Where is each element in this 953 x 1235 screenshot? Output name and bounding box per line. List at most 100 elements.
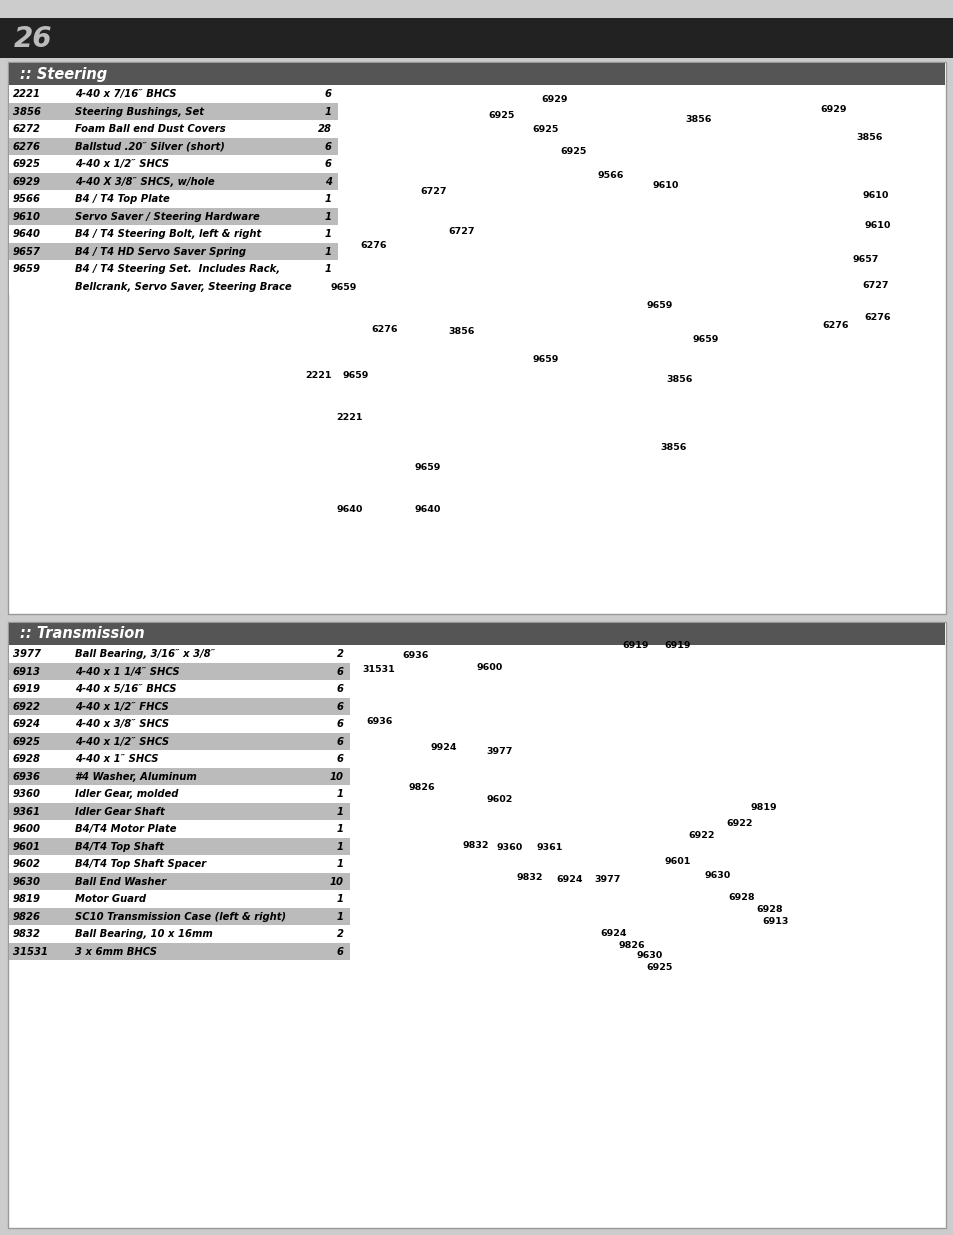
Text: 9832: 9832 — [462, 841, 489, 851]
Text: 9610: 9610 — [862, 190, 888, 200]
Text: Ball Bearing, 10 x 16mm: Ball Bearing, 10 x 16mm — [75, 929, 213, 939]
Text: B4 / T4 Steering Bolt, left & right: B4 / T4 Steering Bolt, left & right — [75, 230, 261, 240]
Text: 6727: 6727 — [420, 188, 447, 196]
Bar — [0, 0, 953, 19]
Text: 26: 26 — [14, 25, 52, 53]
Text: 3977: 3977 — [486, 747, 513, 757]
Text: 6913: 6913 — [13, 667, 41, 677]
Bar — [9, 156, 337, 173]
Text: Foam Ball end Dust Covers: Foam Ball end Dust Covers — [75, 124, 226, 135]
Bar — [9, 803, 350, 820]
Text: 9832: 9832 — [13, 929, 41, 939]
Text: 6919: 6919 — [664, 641, 691, 651]
Bar — [339, 63, 944, 613]
Text: 9640: 9640 — [415, 505, 440, 515]
Text: 9566: 9566 — [13, 194, 41, 204]
Text: B4 / T4 HD Servo Saver Spring: B4 / T4 HD Servo Saver Spring — [75, 247, 246, 257]
Bar — [9, 622, 944, 645]
Text: 1: 1 — [325, 106, 332, 116]
Text: 4-40 x 1″ SHCS: 4-40 x 1″ SHCS — [75, 755, 158, 764]
Text: 2221: 2221 — [13, 89, 41, 99]
Text: 6925: 6925 — [13, 736, 41, 747]
Text: 6929: 6929 — [820, 105, 846, 115]
Text: 2221: 2221 — [305, 370, 332, 379]
Text: 6925: 6925 — [646, 963, 673, 972]
Text: 6276: 6276 — [360, 241, 387, 249]
Text: 3856: 3856 — [685, 116, 712, 125]
Text: 1: 1 — [336, 789, 344, 799]
Text: 6925: 6925 — [488, 111, 515, 121]
Bar — [9, 785, 350, 803]
Text: 9630: 9630 — [637, 951, 662, 961]
Text: 9826: 9826 — [408, 783, 435, 793]
Text: 9610: 9610 — [652, 180, 679, 189]
Bar — [9, 820, 350, 837]
Text: 6727: 6727 — [448, 227, 475, 236]
Text: 6925: 6925 — [13, 159, 41, 169]
Text: 4-40 x 1 1/4″ SHCS: 4-40 x 1 1/4″ SHCS — [75, 667, 179, 677]
Text: 6276: 6276 — [372, 326, 397, 335]
Text: 9360: 9360 — [13, 789, 41, 799]
Text: 9659: 9659 — [646, 300, 673, 310]
Text: 6913: 6913 — [762, 918, 788, 926]
Text: 1: 1 — [325, 211, 332, 221]
Bar — [9, 908, 350, 925]
Bar — [9, 225, 337, 242]
Text: 9826: 9826 — [13, 911, 41, 921]
Text: 6936: 6936 — [366, 718, 393, 726]
Text: 3856: 3856 — [856, 133, 882, 142]
Text: 4-40 x 1/2″ SHCS: 4-40 x 1/2″ SHCS — [75, 159, 169, 169]
Bar — [8, 62, 945, 614]
Text: 3977: 3977 — [594, 876, 620, 884]
Bar — [352, 622, 944, 1228]
Text: 3856: 3856 — [13, 106, 41, 116]
Text: 1: 1 — [336, 841, 344, 852]
Text: 31531: 31531 — [362, 666, 395, 674]
Text: 6928: 6928 — [728, 893, 755, 903]
Text: 31531: 31531 — [13, 946, 48, 957]
Bar — [9, 890, 350, 908]
Text: 2221: 2221 — [336, 414, 363, 422]
Text: 6276: 6276 — [863, 314, 890, 322]
Text: 9361: 9361 — [537, 844, 562, 852]
Text: 4-40 X 3/8″ SHCS, w/hole: 4-40 X 3/8″ SHCS, w/hole — [75, 177, 214, 186]
Text: 9630: 9630 — [704, 872, 730, 881]
Bar — [9, 261, 337, 278]
Text: 3856: 3856 — [660, 443, 686, 452]
Text: 9640: 9640 — [336, 505, 363, 515]
Text: 6276: 6276 — [13, 142, 41, 152]
Text: 6272: 6272 — [13, 124, 41, 135]
Text: 9819: 9819 — [13, 894, 41, 904]
Bar — [0, 19, 953, 58]
Text: 9640: 9640 — [13, 230, 41, 240]
Bar — [9, 173, 337, 190]
Text: 6922: 6922 — [726, 820, 753, 829]
Bar — [9, 137, 337, 156]
Text: SC10 Transmission Case (left & right): SC10 Transmission Case (left & right) — [75, 911, 286, 921]
Text: Ball End Washer: Ball End Washer — [75, 877, 166, 887]
Text: :: Steering: :: Steering — [20, 67, 107, 82]
Text: 9601: 9601 — [13, 841, 41, 852]
Text: 9360: 9360 — [497, 844, 522, 852]
Text: Steering Bushings, Set: Steering Bushings, Set — [75, 106, 204, 116]
Text: Idler Gear, molded: Idler Gear, molded — [75, 789, 178, 799]
Text: :: Transmission: :: Transmission — [20, 626, 145, 641]
Text: 6919: 6919 — [13, 684, 41, 694]
Text: 6: 6 — [325, 159, 332, 169]
Text: 6922: 6922 — [688, 831, 715, 841]
Text: 6919: 6919 — [622, 641, 649, 651]
Text: 9566: 9566 — [598, 170, 623, 179]
Text: 2: 2 — [336, 929, 344, 939]
Text: 28: 28 — [317, 124, 332, 135]
Text: 1: 1 — [336, 860, 344, 869]
Bar — [9, 942, 350, 960]
Text: 6727: 6727 — [862, 280, 888, 289]
Text: 9659: 9659 — [692, 336, 719, 345]
Text: 6925: 6925 — [533, 126, 558, 135]
Text: 9659: 9659 — [342, 370, 369, 379]
Text: 6929: 6929 — [13, 177, 41, 186]
Bar — [9, 925, 350, 942]
Text: Ball Bearing, 3/16″ x 3/8″: Ball Bearing, 3/16″ x 3/8″ — [75, 650, 215, 659]
Text: 9659: 9659 — [331, 284, 356, 293]
Text: 9630: 9630 — [13, 877, 41, 887]
